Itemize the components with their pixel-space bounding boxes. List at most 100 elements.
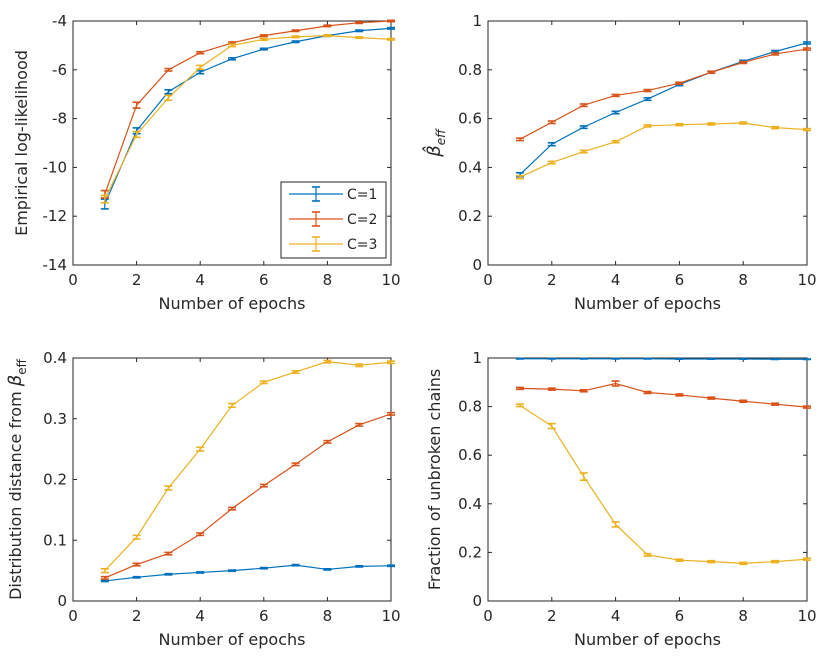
x-tick-label: 0: [483, 271, 493, 289]
error-bar: [387, 411, 395, 416]
error-bar: [323, 439, 332, 444]
x-axis-label: Number of epochs: [159, 630, 306, 649]
error-bar: [707, 559, 716, 564]
error-bar: [164, 67, 173, 72]
x-tick-label: 10: [381, 607, 400, 625]
series-line: [104, 27, 392, 205]
error-bar: [803, 47, 811, 51]
error-bar: [611, 380, 620, 387]
series-C=1: [100, 563, 395, 583]
y-tick-label: 1: [472, 12, 482, 30]
error-bar: [164, 485, 173, 491]
y-axis-label-main: Distribution distance from: [6, 386, 25, 600]
series-C=3: [100, 34, 395, 204]
series-C=3: [515, 403, 811, 566]
y-axis-label: Empirical log-likelihood: [12, 50, 31, 236]
x-tick-label: 8: [738, 607, 748, 625]
x-tick-label: 4: [611, 607, 621, 625]
y-axis-label-sub: eff: [15, 358, 29, 374]
error-bar: [132, 130, 141, 139]
error-bar: [387, 26, 395, 30]
y-axis-label-beta: β: [5, 375, 26, 388]
legend: C=1 C=2 C=3: [280, 181, 387, 259]
series-C=2: [515, 47, 811, 142]
error-bar: [228, 57, 236, 61]
error-bar: [259, 37, 268, 42]
error-bar: [132, 101, 141, 109]
error-bar: [132, 562, 141, 567]
error-bar: [355, 36, 364, 40]
y-axis-label-sub: eff: [434, 128, 448, 145]
error-bar: [707, 70, 716, 75]
series-line: [104, 564, 392, 582]
axes-box: [72, 357, 392, 602]
error-bar: [259, 47, 268, 51]
y-tick-label: 0: [472, 592, 482, 610]
y-tick-label: 0.6: [458, 110, 482, 128]
error-bar: [515, 174, 524, 180]
error-bar: [355, 29, 364, 33]
error-bar: [355, 422, 364, 427]
series-line: [519, 122, 808, 178]
legend-label-C=2: C=2: [347, 212, 377, 228]
error-bar: [164, 89, 173, 95]
y-tick-label: 0.4: [43, 349, 67, 367]
error-bar: [228, 569, 236, 573]
series-C=1: [515, 41, 811, 178]
series-C=2: [100, 19, 395, 199]
series-C=3: [515, 121, 811, 180]
x-tick-label: 0: [68, 607, 78, 625]
y-tick-label: -4: [52, 12, 67, 30]
error-bar: [771, 125, 780, 130]
x-tick-label: 10: [797, 271, 816, 289]
x-tick-label: 8: [738, 271, 748, 289]
x-tick-label: 4: [195, 271, 205, 289]
x-tick-label: 4: [195, 607, 205, 625]
error-bar: [164, 551, 173, 556]
error-bar: [579, 472, 588, 482]
error-bar: [611, 521, 620, 528]
axes-box: [72, 20, 392, 266]
error-bar: [515, 386, 524, 391]
error-bar: [771, 559, 780, 564]
y-tick-label: 0.2: [458, 543, 482, 561]
x-tick-label: 6: [259, 271, 269, 289]
error-bar: [739, 121, 748, 125]
error-bar: [323, 568, 332, 571]
error-bar: [611, 140, 620, 144]
error-bar: [259, 380, 268, 385]
y-axis-label: β̂eff: [422, 128, 448, 158]
y-tick-label: 0.3: [43, 410, 67, 428]
error-bar: [323, 359, 332, 364]
error-bar: [355, 363, 364, 368]
error-bar: [100, 579, 109, 583]
error-bar: [164, 94, 173, 102]
error-bar: [643, 97, 652, 102]
error-bar: [100, 194, 109, 204]
x-tick-label: 0: [68, 271, 78, 289]
error-bar: [515, 137, 524, 142]
error-bar: [579, 125, 588, 130]
error-bar: [579, 149, 588, 154]
x-tick-label: 2: [132, 271, 142, 289]
series-line: [104, 413, 392, 579]
error-bar: [675, 558, 684, 562]
error-bar: [100, 575, 109, 580]
error-bar: [323, 24, 332, 28]
error-bar: [164, 572, 173, 576]
error-bar: [515, 403, 524, 408]
error-bar: [291, 29, 300, 33]
y-tick-label: 0: [57, 592, 67, 610]
error-bar: [387, 19, 395, 23]
error-bar: [803, 127, 811, 132]
error-bar: [228, 43, 236, 48]
series-line: [104, 361, 392, 572]
error-bar: [675, 81, 684, 85]
error-bar: [547, 120, 556, 125]
error-bar: [771, 402, 780, 406]
error-bar: [707, 122, 716, 126]
error-bar: [547, 422, 556, 430]
error-bar: [387, 360, 395, 365]
legend-box: [280, 181, 387, 259]
